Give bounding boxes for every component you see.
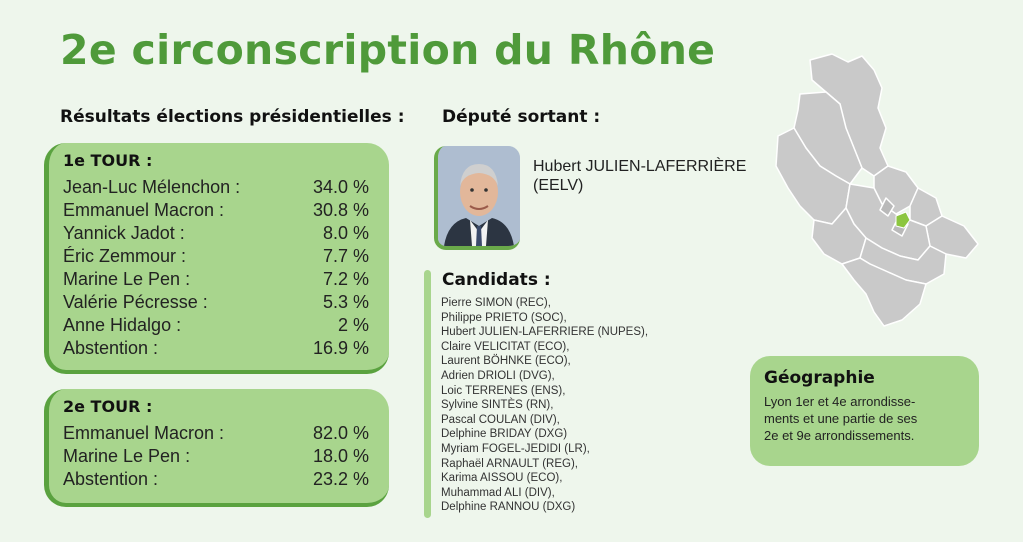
tour2-box: 2e TOUR : Emmanuel Macron : 82.0 % Marine… [44, 389, 389, 507]
deputy-portrait-icon [438, 146, 520, 246]
list-item: Sylvine SINTÈS (RN), [441, 399, 554, 412]
candidate-name: Anne Hidalgo : [63, 315, 182, 335]
list-item: Pascal COULAN (DIV), [441, 413, 560, 426]
candidate-score: 18.0 % [312, 446, 369, 466]
abstention-label: Abstention : [63, 469, 159, 489]
result-row: Marine Le Pen : 7.2 % [63, 268, 371, 291]
geography-line: 2e et 9e arrondissements. [764, 428, 915, 443]
deputy-name-line: Hubert JULIEN-LAFERRIÈRE [533, 158, 747, 175]
list-item: Myriam FOGEL-JEDIDI (LR), [441, 442, 590, 455]
candidate-name: Jean-Luc Mélenchon : [63, 177, 241, 197]
candidate-score: 30.8 % [312, 200, 369, 220]
candidate-score: 82.0 % [312, 423, 369, 443]
candidate-name: Valérie Pécresse : [63, 292, 208, 312]
result-row: Emmanuel Macron : 82.0 % [63, 422, 371, 445]
candidate-name: Emmanuel Macron : [63, 423, 225, 443]
result-row: Marine Le Pen : 18.0 % [63, 445, 371, 468]
list-item: Muhammad ALI (DIV), [441, 486, 555, 499]
candidate-score: 5.3 % [322, 292, 369, 312]
abstention-value: 23.2 % [312, 469, 369, 489]
list-item: Pierre SIMON (REC), [441, 297, 551, 309]
candidate-name: Marine Le Pen : [63, 269, 191, 289]
candidate-score: 34.0 % [312, 177, 369, 197]
list-item: Philippe PRIETO (SOC), [441, 311, 567, 324]
candidate-name: Marine Le Pen : [63, 446, 191, 466]
list-item: Delphine RANNOU (DXG) [441, 501, 576, 514]
result-row: Jean-Luc Mélenchon : 34.0 % [63, 176, 371, 199]
result-row: Abstention : 23.2 % [63, 468, 371, 491]
geography-line: ments et une partie de ses [764, 411, 918, 426]
abstention-label: Abstention : [63, 338, 159, 358]
constituency-highlight [895, 211, 911, 229]
page-title: 2e circonscription du Rhône [60, 26, 716, 74]
tour1-box: 1e TOUR : Jean-Luc Mélenchon : 34.0 % Emm… [44, 143, 389, 374]
results-heading: Résultats élections présidentielles : [60, 107, 405, 127]
candidate-name: Yannick Jadot : [63, 223, 185, 243]
list-item: Delphine BRIDAY (DXG) [441, 428, 568, 441]
list-item: Adrien DRIOLI (DVG), [441, 369, 555, 382]
result-row: Éric Zemmour : 7.7 % [63, 245, 371, 268]
result-row: Emmanuel Macron : 30.8 % [63, 199, 371, 222]
candidates-list: Pierre SIMON (REC), Philippe PRIETO (SOC… [441, 296, 648, 515]
deputy-heading: Député sortant : [442, 107, 601, 127]
list-item: Hubert JULIEN-LAFERRIERE (NUPES), [441, 326, 649, 339]
rhone-map-icon [775, 53, 979, 327]
result-row: Valérie Pécresse : 5.3 % [63, 291, 371, 314]
deputy-photo [434, 146, 520, 250]
result-row: Yannick Jadot : 8.0 % [63, 222, 371, 245]
list-item: Loic TERRENES (ENS), [441, 384, 566, 397]
candidate-name: Emmanuel Macron : [63, 200, 225, 220]
list-item: Karima AISSOU (ECO), [441, 472, 563, 485]
geography-heading: Géographie [764, 368, 875, 388]
abstention-value: 16.9 % [312, 338, 369, 358]
candidate-score: 7.7 % [322, 246, 369, 266]
tour1-title: 1e TOUR : [63, 151, 153, 170]
candidates-heading: Candidats : [442, 270, 551, 290]
deputy-name: Hubert JULIEN-LAFERRIÈRE (EELV) [533, 157, 746, 195]
tour2-title: 2e TOUR : [63, 397, 153, 416]
list-item: Raphaël ARNAULT (REG), [441, 457, 578, 470]
candidate-score: 7.2 % [322, 269, 369, 289]
candidate-name: Éric Zemmour : [63, 246, 187, 266]
candidates-accent-bar [424, 270, 431, 518]
deputy-party: (EELV) [533, 177, 584, 194]
list-item: Laurent BÖHNKE (ECO), [441, 355, 571, 368]
geography-text: Lyon 1er et 4e arrondisse- ments et une … [764, 393, 965, 444]
result-row: Anne Hidalgo : 2 % [63, 314, 371, 337]
result-row: Abstention : 16.9 % [63, 337, 371, 360]
list-item: Claire VELICITAT (ECO), [441, 340, 570, 353]
candidate-score: 8.0 % [322, 223, 369, 243]
geography-box: Géographie Lyon 1er et 4e arrondisse- me… [750, 356, 979, 466]
geography-line: Lyon 1er et 4e arrondisse- [764, 394, 916, 409]
candidate-score: 2 % [337, 315, 369, 335]
